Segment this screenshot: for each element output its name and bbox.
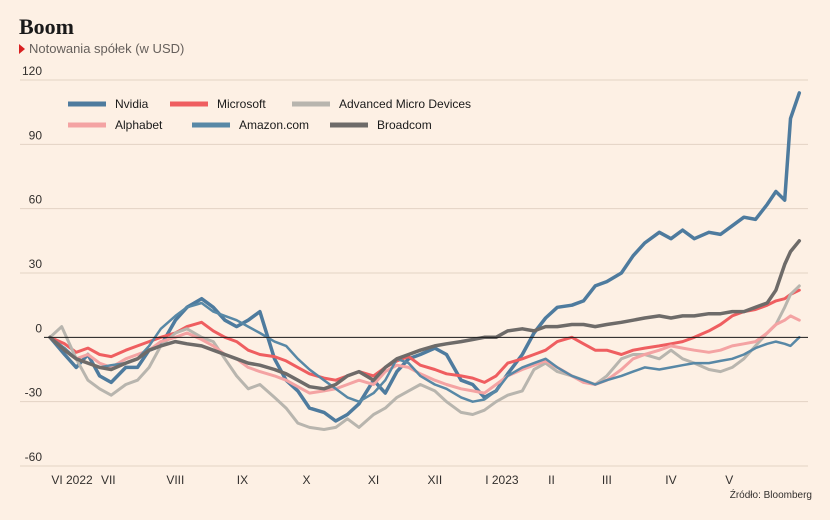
legend-item: Amazon.com — [192, 118, 309, 132]
series-line-alphabet — [48, 314, 801, 395]
y-tick-label: 120 — [22, 64, 42, 78]
legend-label: Nvidia — [115, 97, 149, 111]
legend-label: Alphabet — [115, 118, 163, 132]
chart-gridlines — [20, 79, 808, 467]
y-tick-label: 30 — [29, 257, 43, 271]
legend-item: Microsoft — [170, 97, 266, 111]
y-tick-label: 90 — [29, 128, 43, 142]
legend-item: Nvidia — [68, 97, 149, 111]
series-line-amazon-com — [48, 301, 801, 403]
legend-label: Amazon.com — [239, 118, 309, 132]
x-tick-label: VI 2022 — [51, 473, 93, 487]
legend-label: Broadcom — [377, 118, 432, 132]
x-tick-label: III — [602, 473, 612, 487]
series-line-nvidia — [48, 91, 802, 423]
legend-label: Microsoft — [217, 97, 266, 111]
chart-subtitle: Notowania spółek (w USD) — [19, 41, 184, 56]
x-tick-label: I 2023 — [485, 473, 519, 487]
x-tick-label: VII — [101, 473, 116, 487]
x-tick-label: XI — [368, 473, 379, 487]
series-line-advanced-micro-devices — [48, 284, 801, 431]
x-tick-label: V — [725, 473, 733, 487]
red-triangle-icon — [19, 43, 25, 54]
x-axis-tick-labels: VI 2022 VII VIII IX X XI XII I 2023 II III IV V — [51, 473, 733, 487]
legend-label: Advanced Micro Devices — [339, 97, 471, 111]
legend-item: Broadcom — [330, 118, 432, 132]
subtitle-text: Notowania spółek (w USD) — [29, 41, 185, 56]
x-tick-label: X — [303, 473, 311, 487]
source-note: Źródło: Bloomberg — [729, 490, 812, 501]
chart-legend: Nvidia Microsoft Advanced Micro Devices Alp… — [68, 97, 471, 132]
x-tick-label: II — [548, 473, 555, 487]
legend-item: Alphabet — [68, 118, 163, 132]
y-tick-label: 0 — [35, 321, 42, 335]
x-tick-label: XII — [427, 473, 442, 487]
series-line-microsoft — [48, 288, 801, 384]
y-axis-tick-labels: 120 90 60 30 0 -30 -60 — [22, 64, 42, 464]
chart-series — [48, 91, 802, 431]
y-tick-label: 60 — [29, 193, 43, 207]
y-tick-label: -30 — [25, 386, 43, 400]
series-line-broadcom — [48, 239, 802, 391]
x-tick-label: IX — [237, 473, 248, 487]
x-tick-label: VIII — [166, 473, 184, 487]
chart-title: Boom — [19, 14, 74, 39]
y-tick-label: -60 — [25, 450, 43, 464]
x-tick-label: IV — [665, 473, 676, 487]
legend-item: Advanced Micro Devices — [292, 97, 471, 111]
